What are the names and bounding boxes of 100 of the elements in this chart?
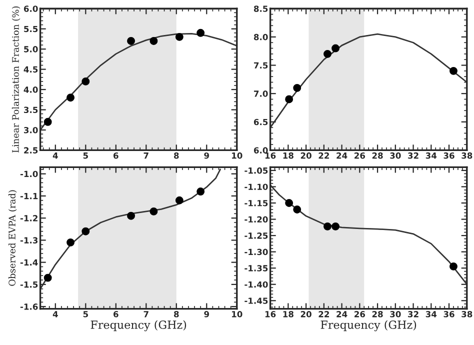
point (324, 50, 332, 58)
point (285, 95, 294, 104)
x-tick-label: 30 (390, 311, 401, 318)
x-tick-label: 34 (426, 152, 437, 159)
y-tick-label: -1.4 (20, 259, 38, 266)
point (66, 94, 75, 102)
y-tick-label: -1.45 (244, 298, 268, 304)
x-axis-title: Frequency (GHz) (90, 320, 186, 332)
x-tick-label: 34 (426, 311, 437, 318)
y-tick-label: -1.2 (20, 215, 38, 222)
y-tick-label: -1.3 (20, 237, 38, 244)
x-tick-label: 9 (204, 152, 209, 159)
y-tick-label: 7.0 (254, 90, 268, 97)
point (127, 37, 135, 45)
y-tick-label: 4.5 (24, 66, 38, 73)
y-tick-label: -1.25 (244, 232, 268, 239)
x-tick-label: 10 (232, 152, 242, 159)
y-tick-label: -1.5 (20, 282, 38, 288)
x-tick-label: 10 (232, 311, 242, 318)
x-tick-label: 4 (52, 311, 58, 318)
y-tick-label: 5.5 (24, 26, 38, 32)
point (127, 212, 135, 220)
y-tick-label: -1.10 (244, 184, 268, 190)
y-tick-label: 3.5 (24, 106, 38, 114)
point (44, 118, 52, 126)
x-tick-label: 18 (283, 311, 294, 318)
x-tick-label: 26 (354, 152, 366, 159)
point (175, 196, 184, 204)
x-tick-label: 24 (336, 311, 348, 318)
x-tick-label: 7 (144, 311, 148, 318)
y-tick-label: -1.40 (244, 281, 268, 288)
line-series (270, 33, 467, 128)
x-tick-label: 36 (444, 152, 454, 159)
x-tick-label: 20 (300, 152, 312, 159)
x-tick-label: 28 (372, 311, 383, 318)
point (150, 37, 158, 45)
point (324, 222, 332, 230)
x-tick-label: 7 (144, 152, 148, 159)
point (285, 199, 294, 207)
point (332, 222, 340, 230)
y-tick-label: 8.5 (254, 6, 268, 12)
y-tick-label: -1.05 (244, 167, 268, 174)
point (44, 274, 52, 282)
x-tick-label: 6 (114, 311, 118, 318)
point (66, 238, 75, 246)
y-axis-title: Observed EVPA (rad) (8, 190, 17, 286)
x-tick-label: 22 (318, 152, 329, 159)
y-tick-label: 7.5 (254, 62, 268, 69)
x-tick-label: 30 (390, 152, 401, 159)
x-axis-title: Frequency (GHz) (320, 320, 416, 332)
y-axis-title: Linear Polarization Fraction (%) (12, 6, 20, 153)
y-tick-label: 6.0 (254, 147, 268, 154)
y-tick-label: -1.1 (20, 193, 38, 200)
x-tick-label: 5 (83, 311, 88, 318)
y-tick-label: 3.0 (24, 126, 38, 134)
y-tick-label: -1.15 (244, 200, 268, 206)
point (175, 32, 184, 41)
y-tick-label: -1.0 (20, 170, 38, 178)
x-tick-label: 24 (336, 152, 348, 159)
line-series (270, 184, 467, 286)
x-tick-label: 20 (300, 311, 312, 318)
x-tick-label: 36 (444, 311, 454, 318)
x-tick-label: 22 (318, 311, 329, 318)
y-tick-label: -1.35 (244, 265, 268, 272)
point (196, 188, 205, 196)
point (196, 28, 205, 37)
x-tick-label: 28 (372, 152, 383, 159)
x-tick-label: 6 (114, 152, 118, 159)
x-tick-label: 5 (83, 152, 88, 159)
y-tick-label: 5.0 (24, 46, 38, 52)
x-tick-label: 26 (354, 311, 366, 318)
point (82, 77, 90, 86)
y-tick-label: -1.6 (20, 304, 38, 310)
x-tick-label: 38 (462, 152, 472, 159)
line-series (40, 168, 221, 290)
y-tick-label: 6.5 (254, 118, 268, 126)
point (332, 44, 340, 52)
x-tick-label: 8 (174, 311, 179, 318)
y-tick-label: 2.5 (24, 147, 38, 154)
x-tick-label: 9 (204, 311, 209, 318)
x-tick-label: 32 (408, 311, 418, 318)
point (450, 66, 458, 75)
x-tick-label: 16 (265, 152, 276, 159)
line-series (40, 33, 237, 131)
x-tick-label: 8 (174, 152, 179, 159)
point (82, 227, 90, 236)
y-tick-label: -1.20 (244, 216, 268, 223)
y-tick-label: 6.0 (24, 6, 38, 12)
x-tick-label: 18 (283, 152, 294, 159)
y-tick-label: 8.0 (254, 34, 268, 40)
y-tick-label: -1.30 (244, 248, 268, 256)
y-tick-label: 4.0 (24, 86, 38, 93)
x-tick-label: 32 (408, 152, 418, 159)
point (150, 207, 158, 216)
point (293, 84, 302, 92)
x-tick-label: 4 (52, 152, 58, 159)
x-tick-label: 16 (265, 311, 276, 318)
x-tick-label: 38 (462, 311, 472, 318)
point (450, 262, 458, 270)
point (293, 206, 302, 214)
